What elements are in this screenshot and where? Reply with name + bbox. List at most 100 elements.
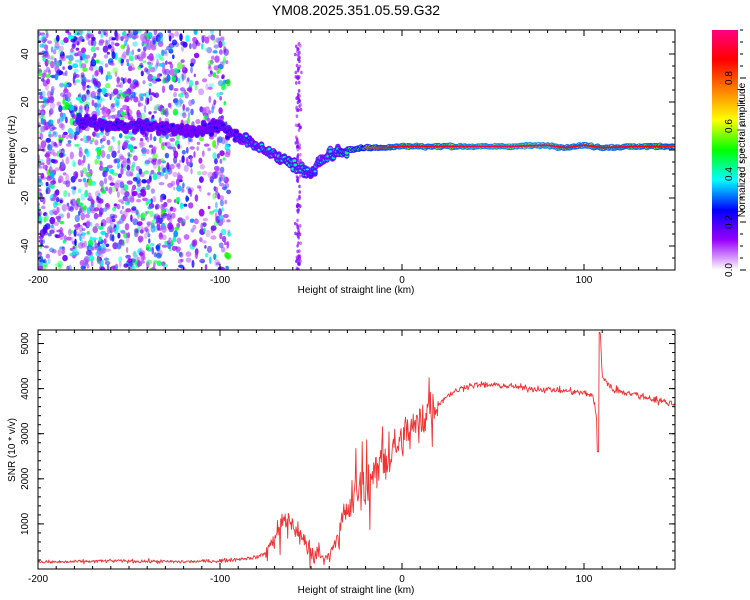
- spectrogram-noise-cell: [220, 35, 225, 41]
- spectrogram-noise-cell: [106, 153, 111, 160]
- spectrogram-ridge-cell: [208, 125, 213, 130]
- spectrogram-noise-cell: [185, 251, 192, 257]
- spectrogram-noise-cell: [179, 33, 183, 42]
- spectrogram-noise-cell: [183, 203, 188, 207]
- spectrogram-noise-cell: [121, 205, 125, 210]
- spectrogram-noise-cell: [148, 82, 152, 87]
- spectrogram-noise-cell: [147, 206, 152, 210]
- spectrogram-noise-cell: [100, 230, 107, 236]
- spectrogram-noise-cell: [102, 45, 109, 53]
- snr-x-ticks: -200 -100 0 100: [28, 330, 676, 585]
- spectrogram-noise-cell: [142, 197, 148, 202]
- spectrogram-noise-cell: [95, 59, 100, 64]
- spectrogram-noise-cell: [63, 37, 69, 44]
- spectrogram-noise-cell: [38, 255, 44, 263]
- spectrogram-noise-cell: [59, 51, 65, 59]
- spectrogram-noise-cell: [132, 41, 139, 47]
- spectrogram-noise-cell: [202, 222, 207, 228]
- spectrogram-noise-cell: [180, 59, 185, 63]
- spectrogram-noise-cell: [77, 242, 84, 249]
- spectrogram-noise-cell: [43, 44, 49, 50]
- spectrogram-noise-cell: [92, 77, 97, 86]
- spectrogram-noise-cell: [165, 60, 168, 65]
- spectrogram-noise-cell: [104, 232, 109, 238]
- spectrogram-noise-cell: [204, 264, 208, 270]
- spectrogram-noise-cell: [61, 133, 66, 139]
- spectrogram-noise-cell: [138, 56, 144, 62]
- spectrogram-noise-cell: [148, 88, 152, 96]
- spectrogram-noise-cell: [39, 132, 44, 141]
- spectrogram-noise-cell: [210, 34, 216, 41]
- spectrogram-ridge-cell: [202, 123, 207, 127]
- spectrogram-noise-cell: [93, 65, 98, 70]
- spectrogram-noise-cell: [298, 224, 302, 228]
- spectrogram-noise-cell: [151, 266, 156, 270]
- spectrogram-noise-cell: [181, 155, 185, 164]
- spectrogram-noise-cell: [166, 198, 172, 203]
- spectrogram-noise-cell: [163, 195, 167, 200]
- spectrogram-noise-cell: [183, 89, 187, 95]
- spectrogram-noise-cell: [166, 76, 170, 84]
- spectrogram-noise-cell: [72, 246, 76, 250]
- spectrogram-noise-cell: [53, 45, 60, 51]
- spectrogram-noise-cell: [111, 136, 115, 140]
- spectrogram-noise-cell: [49, 184, 55, 189]
- spectrogram-noise-cell: [144, 186, 150, 191]
- spectrogram-noise-cell: [38, 61, 41, 66]
- spectrogram-noise-cell: [207, 59, 214, 66]
- spectrogram-noise-cell: [220, 83, 226, 91]
- spectrogram-noise-cell: [144, 232, 148, 239]
- spectrogram-noise-cell: [81, 94, 87, 102]
- spectrogram-y-tick-label: 20: [20, 96, 31, 108]
- spectrogram-noise-cell: [106, 264, 110, 270]
- spectrogram-noise-cell: [202, 217, 209, 222]
- spectrogram-noise-cell: [296, 218, 299, 223]
- spectrogram-noise-cell: [206, 47, 212, 54]
- spectrogram-noise-cell: [140, 51, 147, 59]
- spectrogram-noise-cell: [162, 76, 166, 84]
- spectrogram-noise-cell: [89, 139, 93, 145]
- spectrogram-noise-cell: [91, 237, 97, 241]
- spectrogram-noise-cell: [224, 138, 228, 146]
- spectrogram-noise-cell: [46, 78, 50, 85]
- spectrogram-noise-cell: [105, 186, 108, 192]
- spectrogram-noise-cell: [182, 112, 187, 119]
- spectrogram-noise-cell: [124, 135, 130, 140]
- spectrogram-noise-cell: [116, 203, 121, 210]
- spectrogram-noise-cell: [207, 86, 213, 90]
- spectrogram-noise-cell: [149, 173, 152, 179]
- spectrogram-noise-cell: [88, 195, 93, 200]
- spectrogram-noise-cell: [169, 163, 175, 170]
- spectrogram-noise-cell: [57, 207, 61, 213]
- spectrogram-noise-cell: [134, 230, 139, 238]
- spectrogram-noise-cell: [96, 195, 99, 201]
- spectrogram-noise-cell: [40, 117, 45, 125]
- spectrogram-noise-cell: [214, 259, 220, 267]
- spectrogram-noise-cell: [132, 184, 137, 190]
- spectrogram-noise-cell: [294, 231, 297, 236]
- spectrogram-noise-cell: [55, 61, 61, 68]
- spectrogram-noise-cell: [43, 125, 49, 131]
- spectrogram-noise-cell: [137, 100, 141, 108]
- spectrogram-noise-cell: [201, 36, 204, 40]
- spectrogram-noise-cell: [115, 33, 121, 41]
- spectrogram-noise-cell: [185, 215, 190, 221]
- spectrogram-x-label: Height of straight line (km): [298, 285, 415, 296]
- spectrogram-noise-cell: [159, 197, 163, 203]
- spectrogram-noise-cell: [45, 253, 50, 259]
- spectrogram-noise-cell: [63, 153, 67, 157]
- spectrogram-noise-cell: [221, 207, 224, 212]
- spectrogram-noise-cell: [67, 192, 71, 198]
- spectrogram-noise-cell: [68, 54, 74, 62]
- spectrogram-noise-cell: [226, 189, 232, 195]
- spectrogram-noise-cell: [215, 166, 220, 175]
- spectrogram-ridge-cell: [200, 132, 205, 136]
- spectrogram-noise-cell: [61, 112, 67, 119]
- spectrogram-noise-cell: [121, 31, 126, 36]
- spectrogram-noise-cell: [53, 221, 59, 226]
- spectrogram-noise-cell: [131, 49, 135, 56]
- spectrogram-noise-cell: [94, 242, 98, 249]
- spectrogram-noise-cell: [144, 67, 149, 73]
- spectrogram-noise-cell: [205, 83, 209, 91]
- spectrogram-noise-cell: [218, 107, 223, 115]
